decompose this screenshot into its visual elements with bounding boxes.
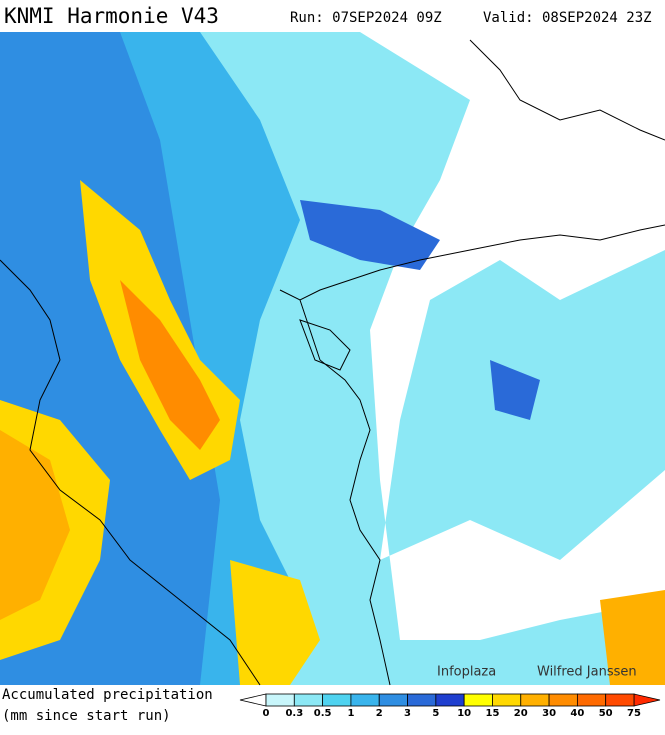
- colorbar-label: 20: [514, 708, 528, 719]
- valid-time: Valid: 08SEP2024 23Z: [483, 10, 652, 26]
- legend-subtitle: (mm since start run): [2, 708, 171, 724]
- colorbar-segment: [265, 693, 295, 707]
- colorbar-label: 40: [570, 708, 584, 719]
- colorbar-segment: [576, 693, 607, 707]
- colorbar-label: 0: [263, 708, 270, 719]
- colorbar-segment: [463, 693, 493, 707]
- colorbar-segment: [548, 693, 578, 707]
- colorbar-label: 0.3: [285, 708, 303, 719]
- run-time: Run: 07SEP2024 09Z: [290, 10, 442, 26]
- colorbar-segment: [407, 693, 437, 707]
- colorbar-label: 3: [404, 708, 411, 719]
- colorbar-segment: [293, 693, 324, 707]
- colorbar-segment: [605, 693, 635, 707]
- credit-right: Wilfred Janssen: [537, 665, 637, 680]
- coastline: [0, 39, 665, 686]
- colorbar-label: 75: [627, 708, 641, 719]
- colorbar-label: 0.5: [314, 708, 332, 719]
- colorbar-label: 5: [432, 708, 439, 719]
- colorbar-segment: [322, 693, 352, 707]
- colorbar: 0 0.3 0.5 1 2 3 5 10 15 20 30 40 50 75: [239, 693, 661, 719]
- colorbar-label: 2: [376, 708, 383, 719]
- legend-title: Accumulated precipitation: [2, 687, 213, 703]
- colorbar-segment: [492, 693, 522, 707]
- credit-left: Infoplaza: [437, 665, 496, 680]
- colorbar-high-arrow: [633, 693, 661, 707]
- colorbar-label: 30: [542, 708, 556, 719]
- colorbar-segment: [435, 693, 465, 707]
- precipitation-field: [0, 32, 665, 685]
- colorbar-label: 15: [486, 708, 500, 719]
- colorbar-label: 10: [457, 708, 471, 719]
- colorbar-segment: [350, 693, 380, 707]
- colorbar-label: 50: [599, 708, 613, 719]
- colorbar-label: 1: [347, 708, 354, 719]
- title: KNMI Harmonie V43: [4, 4, 219, 28]
- colorbar-segment: [378, 693, 408, 707]
- colorbar-segment: [520, 693, 550, 707]
- colorbar-low-arrow: [239, 693, 267, 707]
